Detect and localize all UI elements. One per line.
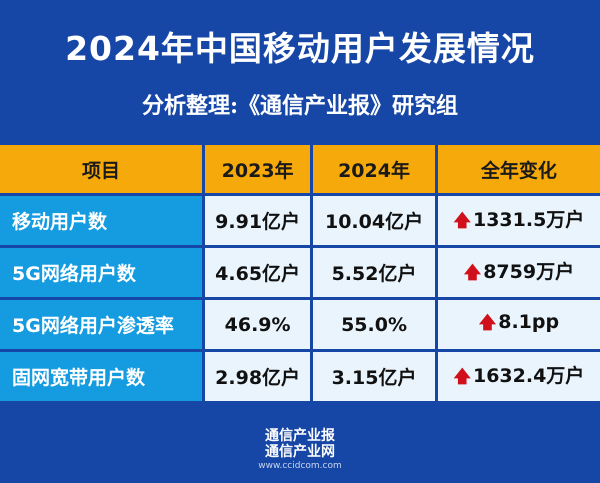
value-2024: 10.04亿户: [313, 196, 435, 245]
up-arrow-icon: 🡅: [453, 210, 471, 231]
row-label: 移动用户数: [0, 196, 202, 245]
up-arrow-icon: 🡅: [453, 366, 471, 387]
header-2024: 2024年: [313, 145, 435, 193]
value-2023: 46.9%: [205, 300, 311, 349]
value-2023: 4.65亿户: [205, 248, 311, 297]
value-change: 🡅 8759万户: [437, 248, 600, 297]
value-change: 🡅 8.1pp: [437, 300, 600, 349]
value-2024: 55.0%: [313, 300, 435, 349]
up-arrow-icon: 🡅: [463, 262, 482, 283]
page-title: 2024年中国移动用户发展情况: [65, 29, 535, 68]
value-change: 🡅 1632.4万户: [437, 352, 600, 401]
change-text: 8.1pp: [498, 311, 560, 333]
change-text: 8759万户: [483, 260, 575, 283]
header-item: 项目: [0, 145, 202, 193]
table-row: 移动用户数 9.91亿户 10.04亿户 🡅 1331.5万户: [0, 196, 600, 245]
footer-brand-2: 通信产业网: [265, 444, 335, 460]
data-table: 项目 2023年 2024年 全年变化 移动用户数 9.91亿户 10.04亿户…: [0, 142, 600, 404]
change-text: 1331.5万户: [472, 208, 585, 231]
header-change: 全年变化: [437, 145, 600, 193]
table-row: 固网宽带用户数 2.98亿户 3.15亿户 🡅 1632.4万户: [0, 352, 600, 401]
value-2023: 2.98亿户: [205, 352, 311, 401]
value-2024: 3.15亿户: [313, 352, 435, 401]
table-header-row: 项目 2023年 2024年 全年变化: [0, 145, 600, 193]
row-label: 5G网络用户数: [0, 248, 202, 297]
page-subtitle: 分析整理:《通信产业报》研究组: [141, 93, 459, 119]
footer-logo: 通信产业报 通信产业网 www.ccidcom.com: [0, 428, 600, 472]
footer-brand-1: 通信产业报: [265, 428, 335, 444]
row-label: 5G网络用户渗透率: [0, 300, 202, 349]
value-2023: 9.91亿户: [205, 196, 311, 245]
table-row: 5G网络用户渗透率 46.9% 55.0% 🡅 8.1pp: [0, 300, 600, 349]
table-row: 5G网络用户数 4.65亿户 5.52亿户 🡅 8759万户: [0, 248, 600, 297]
footer-url: www.ccidcom.com: [258, 461, 342, 471]
change-text: 1632.4万户: [472, 364, 585, 387]
value-2024: 5.52亿户: [313, 248, 435, 297]
header-2023: 2023年: [205, 145, 311, 193]
value-change: 🡅 1331.5万户: [437, 196, 600, 245]
row-label: 固网宽带用户数: [0, 352, 202, 401]
up-arrow-icon: 🡅: [478, 313, 497, 333]
